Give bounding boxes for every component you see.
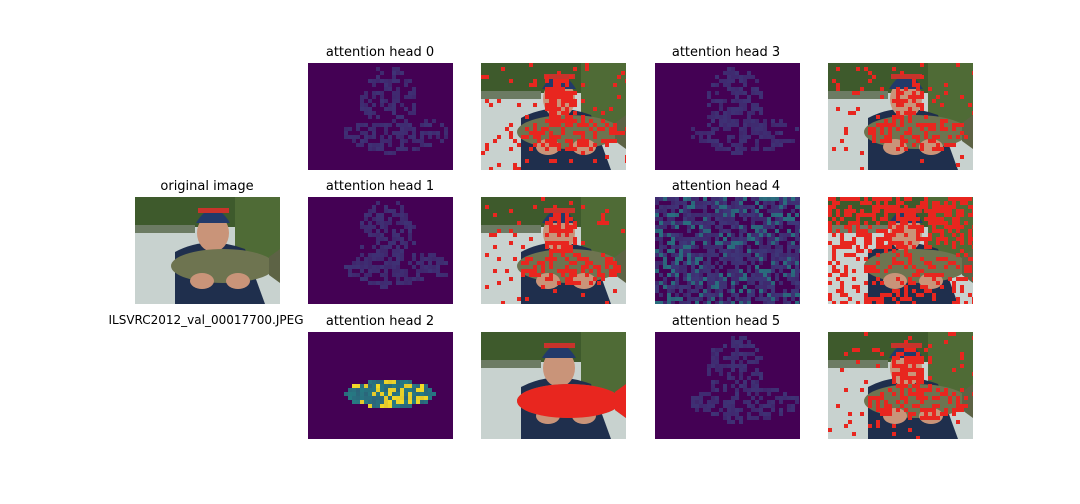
attention-head-1-overlay [481,197,626,304]
attention-head-1-heatmap [308,197,453,304]
attention-head-0-heatmap [308,63,453,170]
attention-head-0-overlay [481,63,626,170]
head-2-title: attention head 2 [325,314,435,329]
attention-head-3-heatmap [655,63,800,170]
original-image-filename: ILSVRC2012_val_00017700.JPEG [108,313,304,327]
attention-head-5-heatmap [655,332,800,439]
head-4-title: attention head 4 [671,179,781,194]
attention-head-2-overlay [481,332,626,439]
attention-head-4-heatmap [655,197,800,304]
attention-head-3-overlay [828,63,973,170]
head-5-title: attention head 5 [671,314,781,329]
original-image [135,197,280,304]
attention-head-4-overlay [828,197,973,304]
head-0-title: attention head 0 [325,45,435,60]
attention-head-5-overlay [828,332,973,439]
attention-head-2-heatmap [308,332,453,439]
head-3-title: attention head 3 [671,45,781,60]
original-image-title: original image [160,179,254,194]
head-1-title: attention head 1 [325,179,435,194]
